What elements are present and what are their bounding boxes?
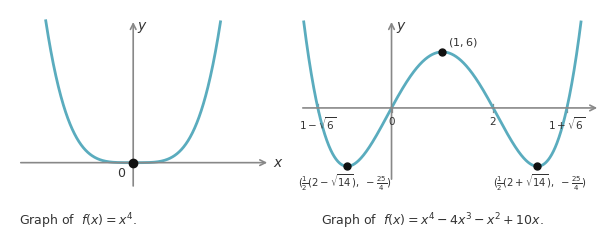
Text: $(\frac{1}{2}(2-\sqrt{14}),\ -\frac{25}{4})$: $(\frac{1}{2}(2-\sqrt{14}),\ -\frac{25}{…: [298, 173, 391, 193]
Text: Graph of  $f(x) = x^4 - 4x^3 - x^2 + 10x$.: Graph of $f(x) = x^4 - 4x^3 - x^2 + 10x$…: [320, 211, 544, 231]
Text: $(1,6)$: $(1,6)$: [448, 36, 478, 49]
Text: $0$: $0$: [388, 115, 395, 127]
Text: $(\frac{1}{2}(2+\sqrt{14}),\ -\frac{25}{4})$: $(\frac{1}{2}(2+\sqrt{14}),\ -\frac{25}{…: [493, 173, 587, 193]
Text: $2$: $2$: [490, 115, 497, 127]
Text: Graph of  $f(x) = x^4$.: Graph of $f(x) = x^4$.: [19, 211, 137, 231]
Text: $1-\sqrt{6}$: $1-\sqrt{6}$: [299, 115, 337, 132]
Text: y: y: [137, 19, 146, 33]
Text: $1+\sqrt{6}$: $1+\sqrt{6}$: [548, 115, 586, 132]
Text: y: y: [397, 19, 405, 33]
Text: x: x: [273, 156, 281, 170]
Text: 0: 0: [117, 167, 125, 180]
